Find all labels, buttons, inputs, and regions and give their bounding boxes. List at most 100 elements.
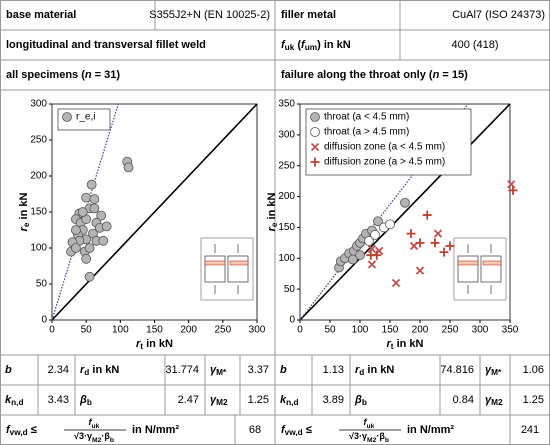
text-part: √3·γ [349,431,367,441]
text-part: f [301,39,306,51]
y-tick-label: 0 [289,315,295,326]
y-tick-label: 250 [30,135,47,146]
x-tick-label: 0 [49,325,55,336]
cell-label: filler metal [281,9,336,21]
formula-denominator: √3·γM2·βb [74,431,114,443]
text-part: d [359,368,364,377]
point [364,236,374,246]
inset-weld [229,260,249,266]
x-axis-label: rt in kN [136,338,173,351]
formula-value: 68 [249,424,261,436]
y-tick-label: 300 [30,99,47,110]
legend-label: diffusion zone (a > 4.5 mm) [324,157,445,168]
point [367,244,377,254]
y-tick-label: 100 [278,253,295,264]
stat-value: 3.43 [48,394,69,406]
text-part: b [5,364,12,376]
formula: fvw,d ≤ in N/mm² [6,424,179,437]
cell-value: CuAl7 (ISO 24373) [452,9,545,21]
point [71,225,81,235]
point [77,207,88,217]
stat-label: b [5,364,12,376]
stat-label: βb [79,394,92,407]
y-tick-label: 200 [278,191,295,202]
stat-label: γM* [485,364,502,377]
text-part: r [355,364,360,376]
inset-plate [480,255,502,283]
text-part: √3·γ [74,431,92,441]
stat-label: γM2 [210,394,228,407]
inset-weld [482,260,502,266]
stat-label: rd in kN [80,364,119,377]
stat-value: 1.25 [523,394,544,406]
point [439,247,449,257]
y-tick-label: 150 [30,207,47,218]
point [385,219,395,230]
text-part: t [391,342,394,351]
x-tick-label: 50 [324,325,336,336]
x-tick-label: 150 [382,325,399,336]
stat-label: γM* [210,364,227,377]
text-part: e [270,222,279,227]
point [367,260,377,269]
text-part: in kN [89,364,119,376]
y-tick-label: 150 [278,222,295,233]
x-tick-label: 100 [352,325,369,336]
text-part: = 15) [439,69,468,81]
point [96,210,107,221]
x-tick-label: 250 [442,325,459,336]
point [347,254,358,265]
y-tick-label: 100 [30,243,47,254]
text-part: k [5,394,12,406]
x-axis-label: rt in kN [387,338,424,351]
text-part: r [80,364,85,376]
inset-plate [204,255,226,283]
legend-marker [310,127,320,137]
stat-label: γM2 [485,394,503,407]
cell-label: longitudinal and transversal fillet weld [6,39,206,51]
text-part: n [433,69,440,81]
point [373,216,383,227]
y-tick-label: 300 [278,129,295,140]
text-part: β [79,394,87,406]
reference-line [51,103,258,321]
point [98,235,109,246]
point [89,194,100,204]
inset-plate [227,255,249,283]
text-part: ·β [101,431,110,441]
text-part: in N/mm² [132,424,179,436]
legend-label: diffusion zone (a < 4.5 mm) [324,142,445,153]
text-part: all specimens ( [6,69,85,81]
text-part: = 31) [92,69,121,81]
point [391,278,401,288]
stat-label: b [280,364,287,376]
text-part: f [281,424,286,436]
formula-numerator: fuk [364,417,375,429]
text-part: t [140,342,143,351]
point [430,238,440,248]
point [415,238,425,248]
y-tick-label: 350 [278,99,295,110]
text-part: β [354,394,362,406]
text-part: r [387,338,392,350]
cell-label: base material [6,9,76,21]
text-part: b [87,398,92,407]
point [81,253,92,264]
point [370,229,380,240]
panel-title: failure along the throat only (n = 15) [281,69,468,81]
legend-marker [310,112,320,122]
stat-value: 1.25 [248,394,269,406]
legend-marker [310,142,320,152]
x-tick-label: 300 [472,325,489,336]
text-part: in kN [364,364,394,376]
point [406,229,416,239]
y-tick-label: 50 [36,279,48,290]
text-part: b [385,437,389,444]
text-part: ) in kN [317,39,351,51]
stat-value: 3.37 [248,364,269,376]
stat-value: 1.13 [323,364,344,376]
stat-label: kn,d [5,394,24,407]
inset-frame [200,237,254,301]
formula-value: 241 [521,424,539,436]
